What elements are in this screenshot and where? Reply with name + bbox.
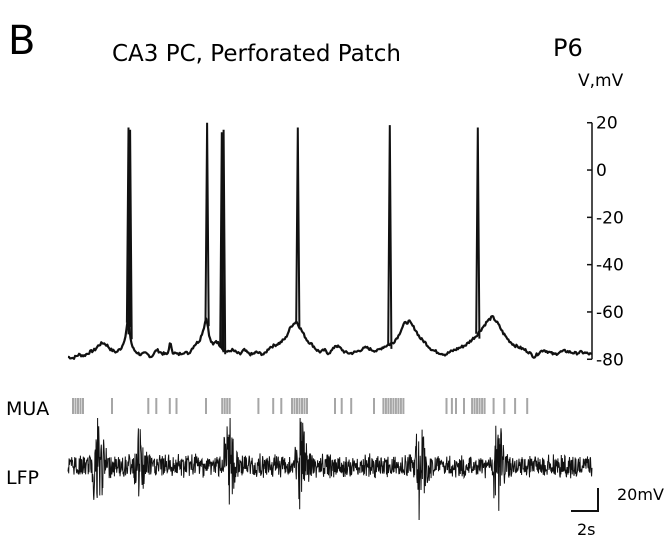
mua-burst-18 <box>445 398 448 414</box>
action-potential-6 <box>295 127 301 329</box>
scale-bar: 20mV 2s <box>571 485 664 539</box>
mua-burst-5 <box>168 398 171 414</box>
membrane-potential-plot <box>67 122 593 360</box>
mua-burst-12 <box>291 398 308 414</box>
scale-bar-lines <box>571 488 599 512</box>
voltage-tick-label-1: 0 <box>596 161 607 181</box>
membrane-potential-trace <box>67 315 593 360</box>
mua-burst-19 <box>450 398 453 414</box>
action-potential-2 <box>127 129 133 340</box>
mua-burst-13 <box>334 398 336 414</box>
voltage-tick-label-5: -80 <box>596 350 624 370</box>
voltage-tick-label-2: -20 <box>596 208 624 228</box>
mua-burst-21 <box>463 398 465 414</box>
mua-burst-4 <box>155 398 158 414</box>
mua-burst-11 <box>280 398 283 414</box>
mua-burst-9 <box>257 398 260 414</box>
mua-label: MUA <box>6 398 49 420</box>
action-potential-7 <box>387 125 393 349</box>
lfp-trace <box>67 417 593 521</box>
mua-burst-24 <box>503 398 506 414</box>
action-potential-layer <box>125 122 481 355</box>
action-potential-8 <box>475 127 481 339</box>
mua-burst-1 <box>72 398 84 414</box>
mua-burst-17 <box>382 398 405 414</box>
voltage-axis-ticks: 20 0 -20 -40 -60 -80 <box>587 114 624 370</box>
scale-bar-time-label: 2s <box>577 520 596 539</box>
mua-burst-26 <box>526 398 529 414</box>
mua-burst-7 <box>205 398 207 414</box>
mua-burst-3 <box>147 398 150 414</box>
mua-burst-15 <box>350 398 353 414</box>
mua-burst-8 <box>221 398 231 414</box>
mua-burst-6 <box>175 398 178 414</box>
figure-title: CA3 PC, Perforated Patch <box>112 41 401 67</box>
voltage-axis-label: V,mV <box>578 71 624 91</box>
voltage-tick-label-0: 20 <box>596 114 618 134</box>
mua-burst-2 <box>111 398 113 414</box>
mua-burst-25 <box>514 398 517 414</box>
mua-bursts <box>72 398 529 414</box>
mua-raster: MUA <box>6 398 529 420</box>
mua-burst-10 <box>272 398 275 414</box>
scale-bar-voltage-label: 20mV <box>617 485 664 504</box>
age-label: P6 <box>553 34 583 62</box>
voltage-tick-label-4: -60 <box>596 303 624 323</box>
mua-burst-22 <box>471 398 486 414</box>
voltage-tick-label-3: -40 <box>596 256 624 276</box>
panel-letter: B <box>8 18 35 64</box>
mua-burst-14 <box>340 398 343 414</box>
lfp-trace-group: LFP <box>6 417 593 521</box>
action-potential-5 <box>221 129 227 355</box>
mua-burst-16 <box>373 398 375 414</box>
voltage-axis: V,mV 20 0 -20 -40 -60 -80 <box>578 71 624 370</box>
lfp-label: LFP <box>6 467 39 489</box>
mua-burst-23 <box>492 398 495 414</box>
action-potential-3 <box>204 122 210 327</box>
mua-burst-20 <box>455 398 457 414</box>
